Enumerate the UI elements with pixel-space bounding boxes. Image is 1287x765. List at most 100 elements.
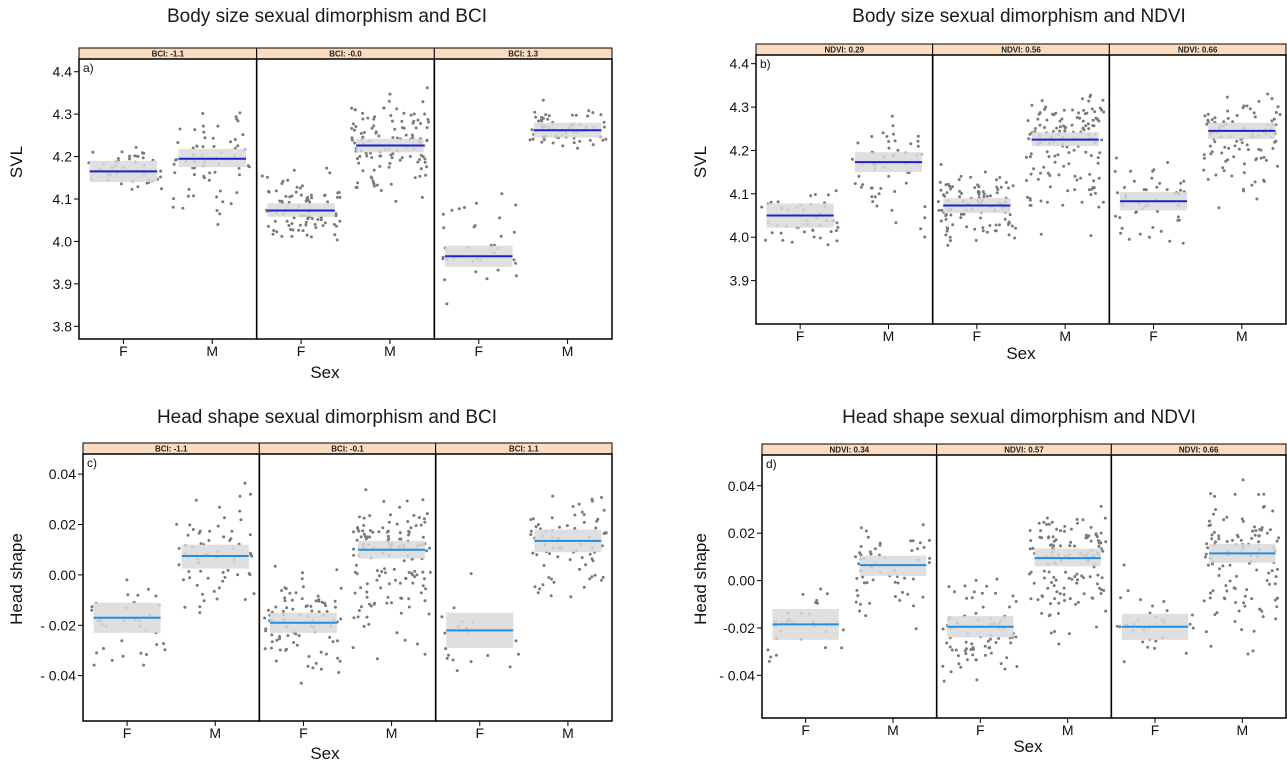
data-point (1231, 538, 1234, 542)
data-point (394, 199, 398, 203)
data-point (999, 185, 1003, 189)
data-point (1242, 187, 1245, 191)
data-point (294, 591, 298, 595)
data-point (840, 646, 844, 650)
data-point (948, 645, 952, 649)
data-point (948, 184, 951, 188)
data-point (577, 502, 581, 506)
data-point (121, 654, 125, 658)
data-point (994, 223, 998, 227)
data-point (270, 640, 274, 644)
data-point (970, 596, 974, 600)
data-point (986, 639, 990, 643)
data-point (326, 200, 330, 204)
data-point (1241, 519, 1245, 523)
data-point (295, 643, 299, 647)
data-point (945, 191, 949, 195)
panel-tag: c) (87, 456, 97, 470)
data-point (826, 243, 830, 247)
data-point (236, 144, 240, 148)
data-point (387, 165, 391, 169)
data-point (422, 517, 426, 521)
data-point (368, 529, 372, 532)
data-point (309, 193, 313, 197)
data-point (957, 178, 961, 182)
data-point (387, 99, 391, 103)
data-point (541, 98, 545, 102)
data-point (916, 144, 920, 148)
data-point (450, 208, 454, 212)
data-point (373, 115, 377, 119)
data-point (994, 641, 998, 644)
x-tick-label: M (1062, 722, 1074, 738)
data-point (1036, 598, 1040, 602)
data-point (173, 171, 177, 175)
data-point (394, 578, 397, 582)
data-point (451, 658, 455, 662)
data-point (945, 229, 949, 233)
data-point (548, 552, 551, 556)
data-point (1267, 571, 1271, 575)
data-point (248, 533, 252, 537)
data-point (356, 526, 360, 529)
data-point (912, 604, 915, 608)
data-point (411, 136, 415, 140)
data-point (1055, 126, 1059, 130)
data-point (325, 610, 329, 613)
data-point (445, 302, 449, 306)
data-point (949, 670, 953, 674)
data-point (995, 178, 998, 182)
data-point (1087, 99, 1091, 103)
data-point (1240, 628, 1244, 632)
data-point (1228, 579, 1232, 583)
data-point (921, 523, 925, 527)
data-point (328, 171, 332, 175)
data-point (923, 205, 927, 209)
data-point (1120, 226, 1124, 230)
data-point (336, 191, 340, 195)
data-point (306, 664, 310, 668)
data-point (145, 653, 148, 656)
data-point (287, 200, 291, 204)
data-point (939, 219, 943, 223)
data-point (441, 212, 445, 216)
data-point (423, 652, 427, 656)
data-point (1273, 582, 1277, 586)
data-point (1266, 92, 1270, 96)
data-point (288, 591, 292, 595)
data-point (1260, 528, 1264, 532)
data-point (336, 656, 340, 660)
data-point (1116, 191, 1119, 195)
data-point (332, 223, 336, 226)
data-point (944, 214, 948, 218)
data-point (1096, 156, 1100, 160)
data-point (988, 637, 992, 641)
data-point (218, 189, 222, 193)
data-point (281, 609, 285, 613)
data-point (998, 223, 1001, 227)
data-point (1068, 597, 1072, 601)
data-point (364, 537, 368, 541)
data-point (304, 223, 308, 227)
data-point (398, 581, 402, 585)
data-point (335, 568, 339, 572)
data-point (601, 138, 605, 142)
data-point (1047, 614, 1051, 618)
data-point (367, 602, 371, 606)
data-point (971, 646, 975, 649)
data-point (894, 221, 898, 225)
data-point (314, 226, 318, 230)
chart-panel-4: Head shape sexual dimorphism and NDVI Hea… (691, 407, 1287, 756)
data-point (365, 595, 369, 599)
data-point (974, 611, 978, 615)
data-point (298, 223, 302, 227)
data-point (819, 587, 823, 591)
data-point (601, 575, 605, 579)
data-point (1226, 116, 1230, 120)
data-point (602, 125, 606, 129)
data-point (278, 648, 282, 652)
data-point (421, 584, 425, 588)
data-point (202, 174, 206, 178)
data-point (1261, 615, 1265, 619)
data-point (835, 221, 839, 225)
